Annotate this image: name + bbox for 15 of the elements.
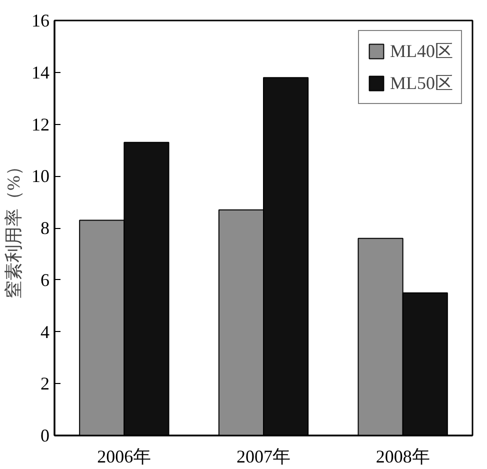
x-tick-label: 2008年 — [376, 446, 430, 466]
y-tick-label: 6 — [40, 270, 50, 290]
y-tick-label: 12 — [32, 114, 50, 134]
y-tick-label: 8 — [40, 218, 50, 238]
y-axis-title: 窒素利用率（%） — [4, 157, 24, 298]
y-tick-label: 2 — [40, 374, 50, 394]
legend-label: ML40区 — [390, 40, 453, 63]
legend-label: ML50区 — [390, 72, 453, 95]
y-tick-label: 10 — [32, 166, 50, 186]
x-tick-label: 2007年 — [236, 446, 290, 466]
y-tick-label: 0 — [40, 426, 50, 446]
x-tick-label: 2006年 — [97, 446, 152, 466]
y-tick-label: 4 — [40, 322, 50, 342]
y-tick-label: 14 — [32, 62, 50, 82]
y-tick-label: 16 — [32, 10, 50, 30]
